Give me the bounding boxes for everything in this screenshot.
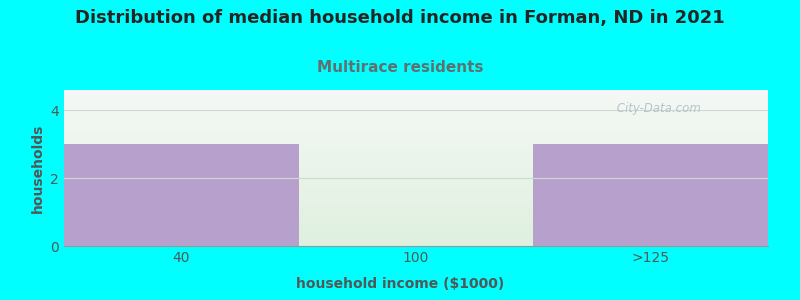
Bar [64, 144, 298, 246]
Y-axis label: households: households [31, 123, 45, 213]
Text: household income ($1000): household income ($1000) [296, 277, 504, 291]
Text: Multirace residents: Multirace residents [317, 60, 483, 75]
Text: Distribution of median household income in Forman, ND in 2021: Distribution of median household income … [75, 9, 725, 27]
Text: City-Data.com: City-Data.com [613, 102, 701, 115]
Bar [534, 144, 768, 246]
